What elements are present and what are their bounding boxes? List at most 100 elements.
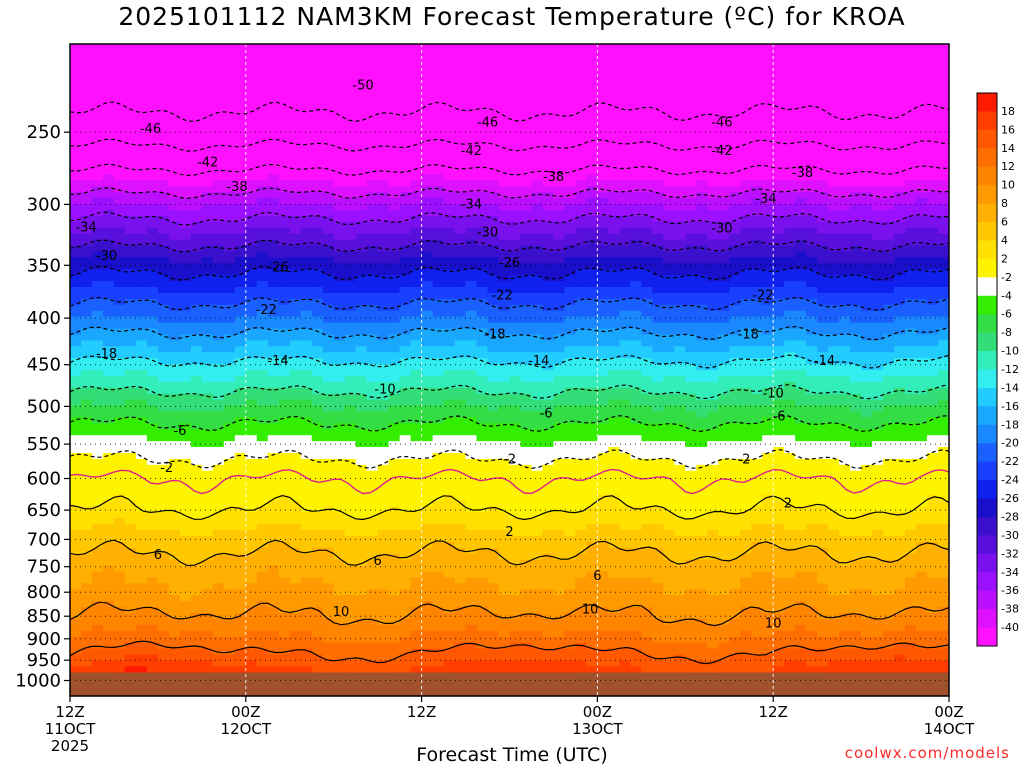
temp-cell [102,263,115,270]
temp-cell [102,204,115,211]
temp-cell [267,239,280,247]
temp-cell [487,464,500,472]
temp-cell [333,393,346,401]
temp-cell [520,494,533,501]
temp-cell [542,204,555,211]
temp-cell [410,352,423,359]
temp-cell [531,488,544,496]
temp-cell [410,103,423,110]
temp-cell [498,322,511,330]
temp-cell [476,601,489,608]
temp-cell [432,132,445,140]
temp-cell [531,316,544,324]
temp-cell [377,624,390,632]
temp-cell [267,174,280,181]
temp-cell [322,399,335,407]
temp-cell [179,316,192,324]
temp-cell [223,364,236,371]
temp-cell [432,464,445,472]
temp-cell [70,370,82,377]
temp-cell [234,55,247,63]
temp-cell [443,97,456,104]
temp-cell [157,61,170,69]
temp-cell [267,470,280,478]
temp-cell [80,405,93,413]
temp-cell [476,162,489,170]
temp-cell [531,233,544,241]
temp-cell [344,287,357,294]
temp-cell [190,399,203,407]
temp-cell [146,204,159,211]
temp-cell [410,316,423,324]
temp-cell [498,162,511,170]
temp-cell [245,180,258,187]
temp-cell [157,209,170,217]
temp-cell [201,530,214,537]
temp-cell [410,648,423,656]
temp-cell [256,281,269,288]
temp-cell [289,607,302,614]
temp-cell [509,387,522,395]
temp-cell [234,97,247,104]
temp-cell [333,61,346,69]
temp-cell [542,304,555,312]
temp-cell [300,281,313,288]
temp-cell [70,109,82,116]
temp-cell [201,423,214,430]
temp-cell [553,138,566,146]
temp-cell [80,524,93,531]
temp-cell [212,571,225,579]
temp-cell [245,138,258,146]
temp-cell [223,257,236,264]
temp-cell [113,358,126,365]
temp-cell [234,132,247,140]
temp-cell [553,269,566,276]
temp-cell [70,452,82,460]
temp-cell [168,358,181,365]
temp-cell [410,530,423,537]
temp-cell [399,49,412,57]
temp-cell [146,399,159,407]
temp-cell [487,257,500,264]
temp-cell [245,316,258,324]
temp-cell [91,482,104,490]
temp-cell [344,156,357,164]
temp-cell [124,393,137,401]
temp-cell [146,61,159,69]
temp-cell [245,322,258,330]
temp-cell [267,132,280,140]
temp-cell [146,571,159,579]
temp-cell [399,239,412,247]
temp-cell [410,518,423,525]
temp-cell [465,162,478,170]
temp-cell [322,524,335,531]
temp-cell [80,49,93,57]
temp-cell [520,441,533,448]
temp-cell [289,121,302,128]
temp-cell [388,257,401,264]
temp-cell [388,642,401,650]
temp-cell [465,583,478,590]
temp-cell [212,304,225,312]
temp-cell [289,298,302,306]
temp-cell [531,618,544,626]
temp-cell [91,541,104,549]
temp-cell [289,44,302,51]
temp-cell [465,168,478,175]
temp-cell [322,358,335,365]
temp-cell [91,636,104,644]
temp-cell [135,85,148,93]
temp-cell [333,115,346,122]
temp-cell [443,44,456,51]
temp-cell [410,180,423,187]
temp-cell [70,423,82,430]
temp-cell [70,500,82,507]
temp-cell [278,381,291,389]
temp-cell [377,654,390,662]
temp-cell [542,553,555,561]
temp-cell [355,328,368,336]
temp-cell [234,115,247,122]
temp-cell [388,334,401,341]
temp-cell [498,589,511,596]
temp-cell [377,583,390,590]
